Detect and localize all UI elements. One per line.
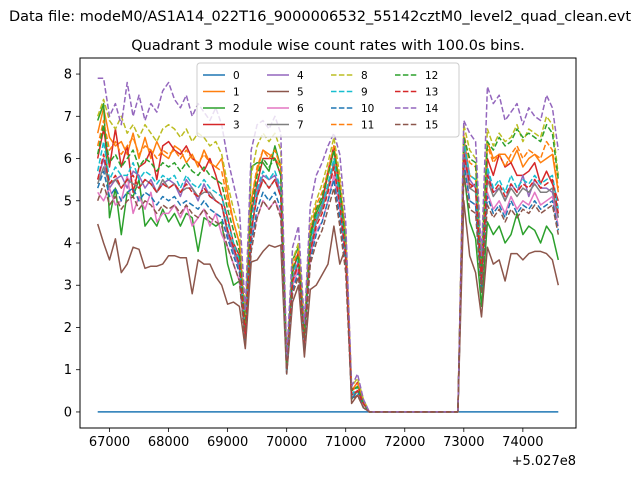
series-line-14: [97, 77, 560, 413]
legend-entry-6: 6: [297, 103, 304, 115]
legend-entry-14: 14: [425, 103, 439, 115]
legend-entry-10: 10: [361, 103, 374, 115]
x-tick-label: 71000: [325, 435, 366, 450]
figure-suptitle: Data file: modeM0/AS1A14_022T16_90000065…: [9, 9, 631, 25]
series-line-12: [96, 123, 560, 413]
legend-entry-4: 4: [297, 70, 304, 82]
axes-border: [79, 57, 577, 429]
legend-entry-0: 0: [233, 70, 240, 82]
legend-entry-12: 12: [425, 70, 438, 82]
y-tick-label: 7: [64, 110, 72, 125]
legend-entry-15: 15: [425, 120, 438, 132]
legend-entry-3: 3: [233, 120, 240, 132]
legend-box: [196, 62, 460, 138]
y-axis: 0 1 2 3 4 5 6 7 8: [64, 68, 80, 420]
legend-entry-13: 13: [425, 87, 438, 99]
x-tick-label: 73000: [443, 435, 484, 450]
legend-entry-11: 11: [361, 120, 374, 132]
legend-entry-2: 2: [233, 103, 240, 115]
x-tick-label: 68000: [148, 435, 189, 450]
y-tick-label: 8: [64, 68, 72, 83]
y-tick-label: 2: [64, 321, 72, 336]
x-tick-label: 67000: [89, 435, 130, 450]
x-tick-label: 70000: [266, 435, 307, 450]
legend-entry-8: 8: [361, 70, 368, 82]
y-tick-label: 4: [64, 237, 72, 252]
y-tick-label: 1: [64, 363, 72, 378]
y-tick-label: 5: [64, 194, 72, 209]
legend-entry-9: 9: [361, 87, 368, 99]
series-line-13: [96, 153, 560, 413]
x-tick-label: 74000: [502, 435, 543, 450]
legend-entry-7: 7: [297, 120, 304, 132]
y-tick-label: 0: [64, 405, 72, 420]
series-line-15: [96, 174, 560, 413]
series-line-8: [96, 98, 560, 413]
x-tick-label: 72000: [384, 435, 425, 450]
legend-entry-1: 1: [233, 87, 240, 99]
y-tick-label: 3: [64, 279, 72, 294]
x-tick-label: 69000: [207, 435, 248, 450]
series-lines: [96, 77, 560, 413]
series-line-5: [96, 200, 560, 413]
chart-title: Quadrant 3 module wise count rates with …: [131, 38, 525, 54]
x-axis: 67000 68000 69000 70000 71000 72000 73000 74000: [89, 428, 544, 450]
x-offset-label: +5.027e8: [512, 454, 576, 469]
legend-entry-5: 5: [297, 87, 304, 99]
y-tick-label: 6: [64, 152, 72, 167]
